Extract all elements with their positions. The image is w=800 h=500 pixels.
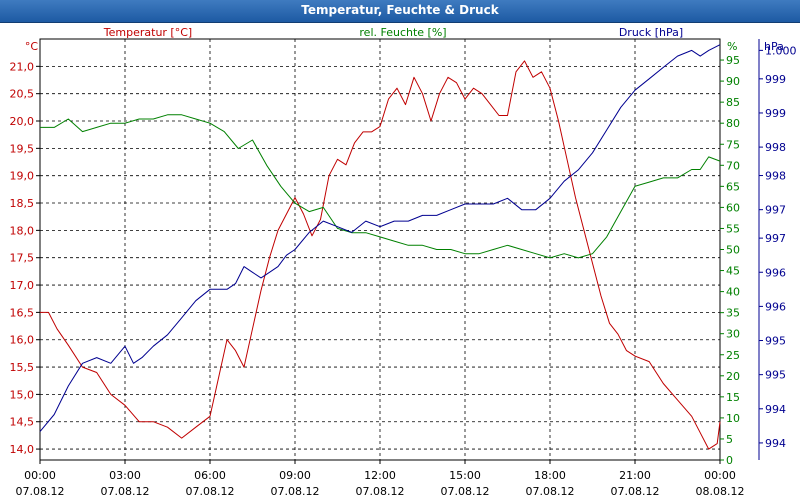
- x-tick-date: 07.08.12: [271, 485, 320, 498]
- temp-tick-label: 15,0: [10, 388, 35, 401]
- x-tick-time: 03:00: [109, 469, 141, 482]
- x-tick-date: 07.08.12: [611, 485, 660, 498]
- window-title: Temperatur, Feuchte & Druck: [301, 3, 499, 17]
- temp-tick-label: 21,0: [10, 60, 35, 73]
- humidity-tick-label: 10: [726, 412, 740, 425]
- x-tick-time: 00:00: [704, 469, 736, 482]
- humidity-tick-label: 0: [726, 454, 733, 467]
- humidity-tick-label: 95: [726, 54, 740, 67]
- humidity-tick-label: 30: [726, 328, 740, 341]
- temp-tick-label: 14,0: [10, 443, 35, 456]
- pressure-tick-label: 996: [765, 300, 786, 313]
- temp-tick-label: 18,0: [10, 224, 35, 237]
- temp-tick-label: 14,5: [10, 416, 35, 429]
- humidity-line: [40, 114, 721, 259]
- window-titlebar: Temperatur, Feuchte & Druck: [0, 0, 800, 23]
- humidity-tick-label: 70: [726, 159, 740, 172]
- humidity-tick-label: 20: [726, 370, 740, 383]
- x-tick-date: 07.08.12: [101, 485, 150, 498]
- humidity-axis-label: rel. Feuchte [%]: [359, 26, 446, 39]
- pressure-tick-label: 997: [765, 204, 786, 217]
- x-tick-date: 07.08.12: [441, 485, 490, 498]
- pressure-tick-labels: 994 994 995 995 996 996 997 997 998 998 999 999 1.00…: [759, 44, 797, 450]
- x-tick-time: 15:00: [449, 469, 481, 482]
- temp-tick-label: 16,5: [10, 306, 35, 319]
- humidity-tick-label: 35: [726, 307, 740, 320]
- pressure-line: [39, 44, 721, 432]
- pressure-axis-label: Druck [hPa]: [619, 26, 683, 39]
- humidity-tick-label: 55: [726, 222, 740, 235]
- humidity-tick-label: 60: [726, 201, 740, 214]
- humidity-unit-label: %: [727, 40, 737, 53]
- pressure-tick-label: 1.000: [765, 44, 797, 57]
- temp-tick-label: 17,0: [10, 279, 35, 292]
- temp-tick-label: 19,0: [10, 170, 35, 183]
- pressure-tick-label: 995: [765, 369, 786, 382]
- humidity-tick-label: 85: [726, 96, 740, 109]
- pressure-tick-label: 994: [765, 437, 786, 450]
- temp-tick-label: 16,0: [10, 334, 35, 347]
- pressure-tick-label: 996: [765, 266, 786, 279]
- pressure-tick-label: 995: [765, 335, 786, 348]
- humidity-tick-label: 75: [726, 138, 740, 151]
- temp-tick-label: 15,5: [10, 361, 35, 374]
- x-tick-time: 00:00: [24, 469, 56, 482]
- x-tick-time: 12:00: [364, 469, 396, 482]
- humidity-tick-label: 15: [726, 391, 740, 404]
- humidity-tick-label: 50: [726, 244, 740, 257]
- x-tick-date: 07.08.12: [16, 485, 65, 498]
- temp-tick-label: 20,5: [10, 88, 35, 101]
- x-tick-labels: 00:00 07.08.12 03:00 07.08.12 06:00 07.08.12 0…: [16, 460, 745, 498]
- humidity-tick-label: 40: [726, 286, 740, 299]
- x-tick-date: 07.08.12: [356, 485, 405, 498]
- x-tick-date: 07.08.12: [526, 485, 575, 498]
- temperature-line: [40, 60, 721, 450]
- humidity-tick-label: 65: [726, 180, 740, 193]
- x-tick-time: 06:00: [194, 469, 226, 482]
- chart-svg: °C Temperatur [°C] rel. Feuchte [%] Druc…: [0, 23, 800, 500]
- pressure-unit-label: hPa: [764, 40, 784, 53]
- temp-tick-label: 19,5: [10, 142, 35, 155]
- temp-tick-label: 18,5: [10, 197, 35, 210]
- pressure-tick-label: 997: [765, 232, 786, 245]
- humidity-tick-label: 25: [726, 349, 740, 362]
- pressure-tick-label: 994: [765, 403, 786, 416]
- pressure-tick-label: 999: [765, 73, 786, 86]
- x-tick-time: 21:00: [619, 469, 651, 482]
- series-lines: [39, 44, 721, 450]
- pressure-tick-label: 999: [765, 107, 786, 120]
- humidity-tick-label: 90: [726, 75, 740, 88]
- humidity-tick-labels: 0 5 10 15 20 25 30 35 40 45 50 55 60 65 70 75 80 85 90 95: [720, 54, 740, 467]
- humidity-tick-label: 5: [726, 433, 733, 446]
- temp-tick-label: 17,5: [10, 252, 35, 265]
- x-tick-date: 07.08.12: [186, 485, 235, 498]
- pressure-tick-label: 998: [765, 141, 786, 154]
- humidity-tick-label: 80: [726, 117, 740, 130]
- chart-background: [0, 23, 800, 500]
- x-tick-date: 08.08.12: [696, 485, 745, 498]
- humidity-tick-label: 45: [726, 265, 740, 278]
- temp-tick-label: 20,0: [10, 115, 35, 128]
- temp-tick-labels: 14,0 14,5 15,0 15,5 16,0 16,5 17,0 17,5 18,0 18,5…: [10, 60, 40, 456]
- pressure-tick-label: 998: [765, 170, 786, 183]
- x-tick-time: 09:00: [279, 469, 311, 482]
- x-tick-time: 18:00: [534, 469, 566, 482]
- temp-unit-label: °C: [25, 40, 39, 53]
- temp-axis-label: Temperatur [°C]: [103, 26, 192, 39]
